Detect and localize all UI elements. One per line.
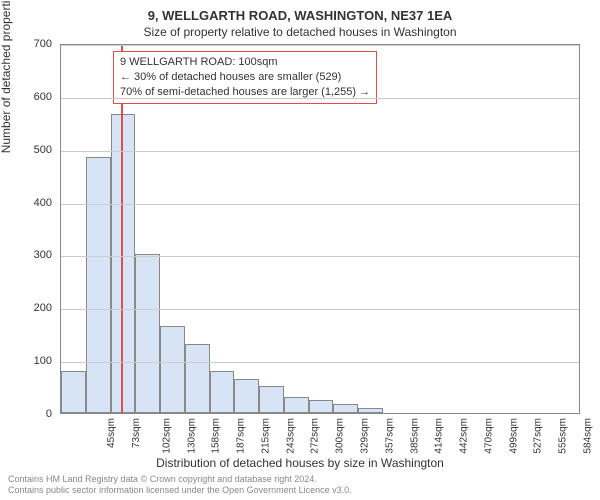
histogram-bar	[309, 400, 334, 413]
chart-container: 9, WELLGARTH ROAD, WASHINGTON, NE37 1EA …	[0, 0, 600, 500]
gridline	[61, 309, 579, 310]
chart-title-main: 9, WELLGARTH ROAD, WASHINGTON, NE37 1EA	[0, 0, 600, 23]
y-tick-label: 100	[34, 355, 52, 367]
plot-area: 9 WELLGARTH ROAD: 100sqm ← 30% of detach…	[60, 44, 580, 414]
histogram-bar	[61, 371, 86, 413]
histogram-bar	[135, 254, 160, 413]
x-tick-label: 102sqm	[161, 418, 172, 454]
annotation-line-1: 9 WELLGARTH ROAD: 100sqm	[120, 55, 370, 70]
x-tick-label: 73sqm	[131, 418, 142, 448]
x-tick-label: 584sqm	[582, 418, 593, 454]
histogram-bar	[358, 408, 383, 413]
y-tick-label: 200	[34, 302, 52, 314]
y-tick-label: 500	[34, 144, 52, 156]
x-tick-label: 414sqm	[434, 418, 445, 454]
x-tick-label: 272sqm	[310, 418, 321, 454]
x-tick-label: 187sqm	[236, 418, 247, 454]
chart-title-sub: Size of property relative to detached ho…	[0, 23, 600, 39]
x-tick-label: 329sqm	[360, 418, 371, 454]
histogram-bar	[86, 157, 111, 413]
y-tick-label: 0	[46, 408, 52, 420]
histogram-bar	[185, 344, 210, 413]
histogram-bar	[234, 379, 259, 413]
gridline	[61, 98, 579, 99]
histogram-bar	[259, 386, 284, 413]
footer-attribution: Contains HM Land Registry data © Crown c…	[8, 474, 352, 496]
footer-line-1: Contains HM Land Registry data © Crown c…	[8, 474, 352, 485]
gridline	[61, 45, 579, 46]
x-tick-label: 499sqm	[508, 418, 519, 454]
x-tick-label: 357sqm	[384, 418, 395, 454]
x-axis-label: Distribution of detached houses by size …	[0, 456, 600, 470]
y-tick-label: 600	[34, 91, 52, 103]
x-tick-label: 158sqm	[211, 418, 222, 454]
x-tick-label: 300sqm	[335, 418, 346, 454]
x-tick-label: 555sqm	[558, 418, 569, 454]
y-tick-holder: 0100200300400500600700	[0, 44, 56, 414]
gridline	[61, 204, 579, 205]
x-tick-label: 470sqm	[483, 418, 494, 454]
gridline	[61, 151, 579, 152]
histogram-bar	[333, 404, 358, 414]
x-tick-label: 130sqm	[186, 418, 197, 454]
gridline	[61, 362, 579, 363]
gridline	[61, 256, 579, 257]
x-tick-label: 527sqm	[533, 418, 544, 454]
x-tick-holder: 45sqm 73sqm 102sqm 130sqm 158sqm 187sqm 215sqm…	[60, 414, 580, 458]
annotation-line-2: ← 30% of detached houses are smaller (52…	[120, 70, 370, 85]
y-tick-label: 400	[34, 197, 52, 209]
x-tick-label: 243sqm	[285, 418, 296, 454]
x-tick-label: 215sqm	[261, 418, 272, 454]
x-tick-label: 45sqm	[106, 418, 117, 448]
x-tick-label: 442sqm	[459, 418, 470, 454]
y-tick-label: 300	[34, 249, 52, 261]
annotation-box: 9 WELLGARTH ROAD: 100sqm ← 30% of detach…	[113, 51, 377, 104]
x-tick-label: 385sqm	[409, 418, 420, 454]
histogram-bar	[284, 397, 309, 413]
y-tick-label: 700	[34, 38, 52, 50]
histogram-bar	[160, 326, 185, 413]
histogram-bar	[210, 371, 235, 413]
footer-line-2: Contains public sector information licen…	[8, 485, 352, 496]
